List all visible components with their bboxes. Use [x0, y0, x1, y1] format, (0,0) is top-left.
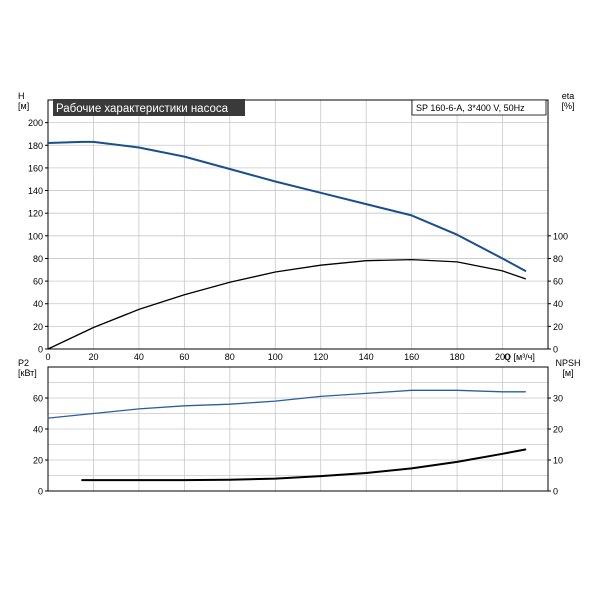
series-line-head [47, 140, 527, 272]
x-tick-label: 120 [313, 352, 328, 362]
y-left-tick-label: 20 [33, 322, 43, 332]
series-line-npsh [81, 448, 527, 482]
y-right-tick-label: 0 [553, 345, 558, 355]
y-right-tick-label: 80 [553, 254, 563, 264]
y-left-axis-label: P2 [18, 358, 29, 368]
y-left-tick-label: 40 [33, 425, 43, 435]
x-tick-label: 180 [450, 352, 465, 362]
series-line-eta [47, 258, 526, 350]
chart-panel-head-efficiency: 0 20 40 60 80 100 120 140 160 180 2000204060801001… [18, 91, 575, 362]
y-left-tick-label: 80 [33, 254, 43, 264]
chart-subtitle-box: SP 160-6-A, 3*400 V, 50Hz [411, 99, 547, 116]
chart-subtitle: SP 160-6-A, 3*400 V, 50Hz [416, 103, 525, 113]
y-left-axis-unit: [кВт] [18, 368, 37, 378]
x-tick-label: 40 [134, 352, 144, 362]
subtitle-background [411, 99, 547, 116]
y-right-tick-label: 20 [553, 425, 563, 435]
y-left-tick-label: 200 [28, 118, 43, 128]
y-right-tick-label: 30 [553, 394, 563, 404]
y-right-axis-unit: [%] [561, 101, 574, 111]
x-axis-label: Q [м³/ч] [504, 352, 535, 362]
x-tick-label: 100 [268, 352, 283, 362]
chart-title-box: Рабочие характеристики насоса [53, 99, 245, 116]
y-left-tick-label: 20 [33, 456, 43, 466]
y-right-tick-label: 20 [553, 322, 563, 332]
y-left-tick-label: 60 [33, 277, 43, 287]
y-right-axis-unit: [м] [562, 368, 573, 378]
y-right-axis-label: eta [562, 91, 575, 101]
chart-title: Рабочие характеристики насоса [56, 103, 229, 115]
x-tick-label: 200 [495, 352, 510, 362]
y-left-tick-label: 140 [28, 186, 43, 196]
x-tick-label: 80 [225, 352, 235, 362]
chart-panel-power-npsh: 0 20 40 60 0 10 20 30 P2[кВт] NPSH[м] [18, 358, 581, 497]
x-tick-label: 0 [45, 352, 50, 362]
y-left-tick-label: 40 [33, 299, 43, 309]
y-left-tick-label: 160 [28, 163, 43, 173]
series-line-p2 [47, 389, 526, 419]
y-left-tick-label: 60 [33, 394, 43, 404]
x-tick-label: 160 [404, 352, 419, 362]
x-tick-label: 140 [359, 352, 374, 362]
plot-frame [47, 99, 549, 350]
y-right-axis-label: NPSH [555, 358, 580, 368]
y-right-tick-label: 0 [553, 487, 558, 497]
y-right-tick-label: 10 [553, 456, 563, 466]
y-left-tick-label: 120 [28, 209, 43, 219]
y-left-tick-label: 100 [28, 231, 43, 241]
y-right-tick-label: 60 [553, 277, 563, 287]
title-background [53, 99, 245, 116]
y-right-tick-label: 40 [553, 299, 563, 309]
y-left-axis-unit: [м] [18, 101, 29, 111]
y-left-axis-label: H [18, 91, 25, 101]
y-right-tick-label: 100 [553, 231, 568, 241]
y-left-tick-label: 180 [28, 141, 43, 151]
y-left-tick-label: 0 [38, 345, 43, 355]
x-tick-label: 20 [88, 352, 98, 362]
y-left-tick-label: 0 [38, 487, 43, 497]
x-tick-label: 60 [179, 352, 189, 362]
